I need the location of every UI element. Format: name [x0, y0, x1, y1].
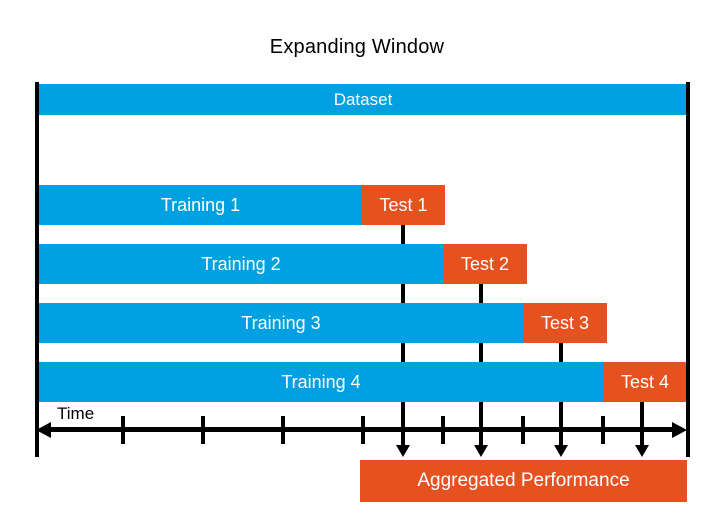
training-bar-1: Training 1 [39, 185, 362, 225]
dataset-label: Dataset [333, 89, 393, 109]
axis-left-arrowhead-icon [36, 422, 51, 438]
test-box-3: Test 3 [523, 303, 607, 343]
test-box-1: Test 1 [362, 185, 445, 225]
down-arrowhead-icon [554, 445, 568, 457]
axis-tick [601, 416, 605, 444]
training-label: Training 3 [241, 312, 321, 333]
training-bar-3: Training 3 [39, 303, 523, 343]
axis-tick [201, 416, 205, 444]
aggregated-performance-bar: Aggregated Performance [360, 460, 687, 502]
time-axis-label: Time [57, 404, 95, 423]
axis-tick [521, 416, 525, 444]
test-box-4: Test 4 [603, 362, 687, 402]
aggregated-performance-label: Aggregated Performance [417, 470, 630, 491]
down-arrowhead-icon [635, 445, 649, 457]
training-bar-4: Training 4 [39, 362, 603, 402]
axis-tick [441, 416, 445, 444]
test4-drop-arrow-shaft [640, 402, 644, 447]
test-label: Test 2 [460, 253, 510, 274]
dataset-bar: Dataset [39, 84, 687, 115]
axis-tick [281, 416, 285, 444]
diagram-title: Expanding Window [269, 36, 445, 58]
test-label: Test 1 [379, 194, 428, 215]
training-label: Training 2 [201, 253, 281, 274]
down-arrowhead-icon [474, 445, 488, 457]
left-boundary-line [35, 82, 39, 457]
axis-tick [121, 416, 125, 444]
training-bar-2: Training 2 [39, 244, 443, 284]
test-label: Test 4 [620, 371, 670, 392]
training-label: Training 1 [160, 194, 241, 215]
right-boundary-line [686, 82, 690, 457]
training-label: Training 4 [281, 371, 361, 392]
axis-tick [361, 416, 365, 444]
axis-right-arrowhead-icon [672, 422, 687, 438]
test-label: Test 3 [540, 312, 590, 333]
down-arrowhead-icon [396, 445, 410, 457]
test-box-2: Test 2 [443, 244, 527, 284]
